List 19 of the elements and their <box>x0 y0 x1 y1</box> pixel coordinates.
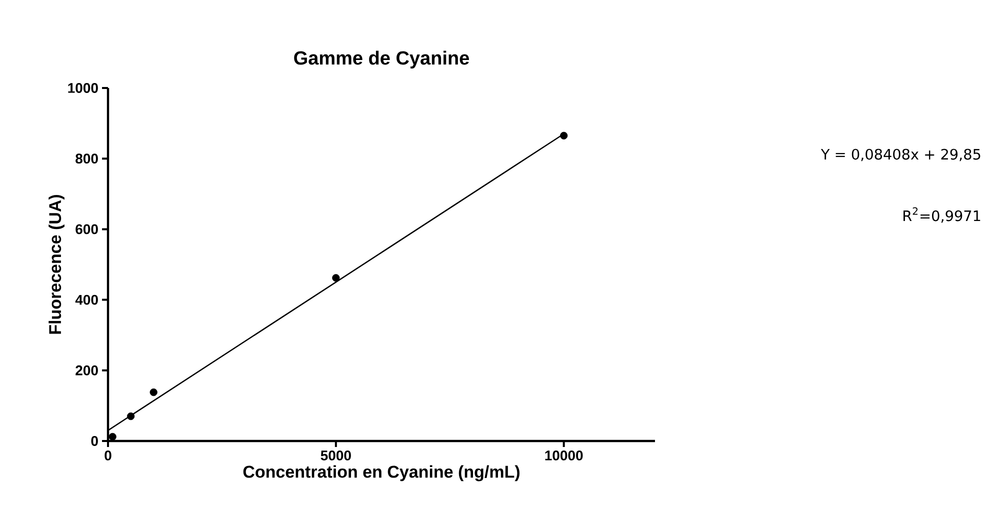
x-tick-label: 5000 <box>320 450 351 460</box>
y-tick-label: 0 <box>91 436 98 446</box>
x-axis-title: Concentration en Cyanine (ng/mL) <box>243 465 520 482</box>
text: R$^{2}$=0,9971 <box>904 207 980 223</box>
y-tick-label: 200 <box>76 365 98 376</box>
chart-title: Gamme de Cyanine <box>294 50 469 68</box>
text: Y = 0,08408x + 29,85 <box>820 148 980 162</box>
point <box>560 132 568 140</box>
y-tick-label: 600 <box>76 224 98 234</box>
point <box>108 432 116 441</box>
y-axis-title: Fluorecence (UA) <box>48 194 64 334</box>
point <box>150 388 158 396</box>
point <box>332 274 340 282</box>
x-tick-label: 0 <box>104 450 112 460</box>
y-tick-label: 800 <box>76 154 98 164</box>
y-tick-label: 1000 <box>68 83 98 93</box>
y-tick-label: 400 <box>75 294 98 305</box>
x-tick-label: 10000 <box>545 450 583 460</box>
point <box>127 412 135 420</box>
